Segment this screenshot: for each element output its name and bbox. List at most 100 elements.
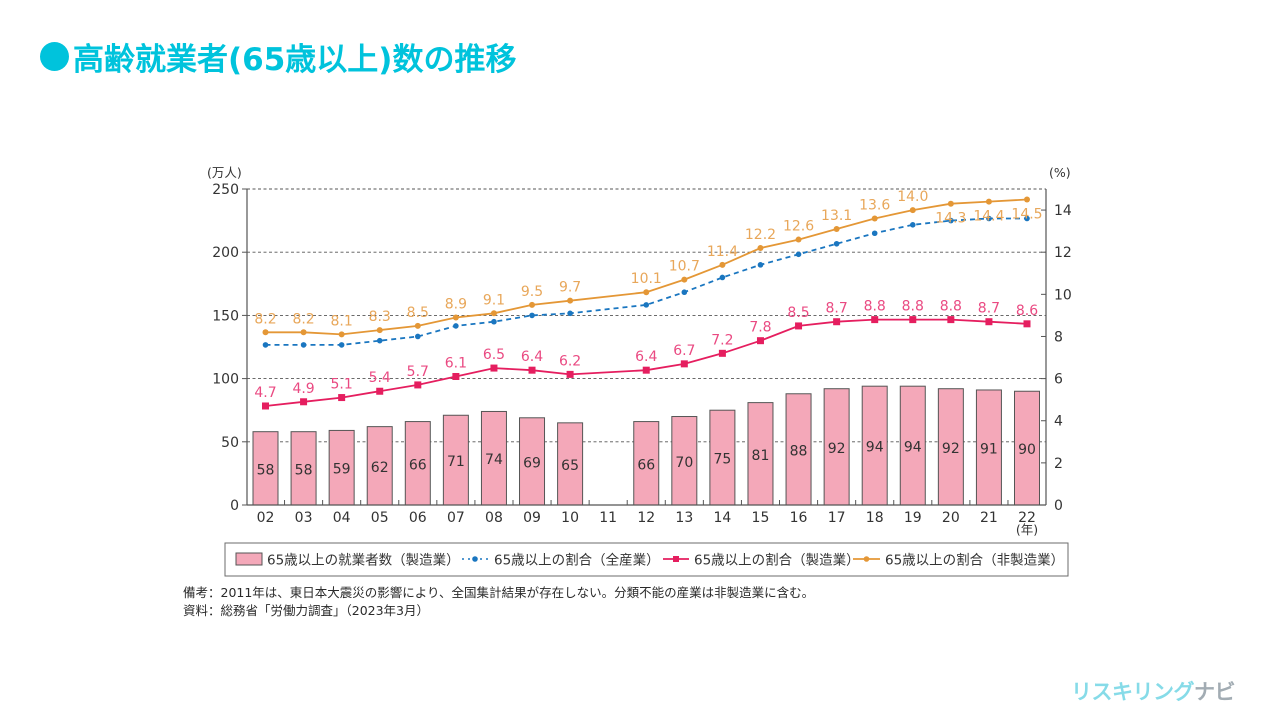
marker-2-13 — [680, 360, 688, 368]
bar-value-label: 65 — [561, 458, 579, 474]
marker-2-18 — [871, 316, 879, 324]
bar-series — [252, 385, 1040, 506]
bar-value-label: 58 — [295, 462, 313, 478]
x-tick-label: 09 — [523, 510, 541, 526]
marker-2-06 — [414, 381, 422, 389]
marker-1-12 — [643, 302, 650, 308]
marker-1-09 — [529, 312, 535, 319]
bar-12 — [633, 421, 660, 506]
bar-value-label: 88 — [790, 443, 808, 459]
marker-2-16 — [795, 322, 803, 330]
marker-2-19 — [909, 316, 917, 324]
y-right-tick-label: 2 — [1054, 456, 1063, 472]
bar-value-label: 71 — [447, 454, 465, 470]
line-value-label: 5.1 — [331, 377, 353, 393]
bar-14 — [709, 409, 736, 506]
marker-1-18 — [871, 230, 878, 237]
bar-09 — [519, 417, 546, 506]
line-value-label: 8.5 — [407, 305, 429, 321]
marker-1-05 — [376, 337, 383, 344]
marker-1-17 — [833, 240, 840, 247]
x-tick-label: 05 — [371, 510, 389, 526]
x-tick-label: 16 — [790, 510, 808, 526]
bar-value-label: 90 — [1018, 442, 1036, 458]
marker-3-08 — [490, 310, 497, 317]
bar-20 — [937, 388, 964, 506]
marker-3-18 — [871, 215, 878, 222]
legend-marker-nonmfg — [863, 556, 870, 562]
line-value-label: 5.4 — [369, 370, 391, 386]
x-tick-label: 20 — [942, 510, 960, 526]
marker-2-22 — [1023, 320, 1031, 328]
line-value-label: 14.5 — [1011, 207, 1042, 223]
line-value-label: 13.1 — [821, 208, 852, 224]
line-series — [262, 196, 1031, 410]
bar-18 — [861, 385, 888, 506]
legend-swatch-bar — [235, 552, 263, 566]
line-value-label: 6.7 — [673, 343, 695, 359]
marker-3-09 — [529, 301, 536, 308]
y-left-axis-title: (万人) — [207, 165, 242, 180]
bar-17 — [823, 388, 850, 506]
line-value-label: 8.8 — [864, 299, 886, 315]
x-tick-label: 03 — [295, 510, 313, 526]
x-tick-label: 02 — [257, 510, 275, 526]
marker-1-02 — [262, 342, 269, 348]
y-left-tick-label: 100 — [212, 372, 239, 388]
marker-3-10 — [567, 297, 574, 304]
marker-1-10 — [567, 310, 573, 317]
x-tick-label: 17 — [828, 510, 846, 526]
x-tick-label: 10 — [561, 510, 579, 526]
legend-marker-mfg — [673, 556, 679, 562]
x-tick-label: 12 — [637, 510, 655, 526]
legend-box — [224, 542, 1069, 577]
note-remarks: 備考：2011年は、東日本大震災の影響により、全国集計結果が存在しない。分類不能… — [183, 585, 815, 600]
bar-value-label: 69 — [523, 455, 541, 471]
line-value-label: 6.1 — [445, 355, 467, 371]
marker-3-19 — [909, 207, 916, 214]
marker-2-07 — [452, 372, 460, 380]
y-left-tick-label: 0 — [230, 498, 239, 514]
line-value-label: 5.7 — [407, 364, 429, 380]
marker-3-21 — [985, 198, 992, 205]
x-tick-label: 18 — [866, 510, 884, 526]
y-left-tick-label: 50 — [221, 435, 239, 451]
line-value-label: 7.8 — [749, 320, 771, 336]
x-axis-title: (年) — [1016, 522, 1038, 537]
x-tick-label: 13 — [675, 510, 693, 526]
marker-3-14 — [719, 261, 726, 268]
marker-1-19 — [909, 222, 916, 228]
marker-1-04 — [338, 342, 345, 348]
bar-value-label: 81 — [752, 448, 770, 464]
bar-10 — [557, 422, 584, 506]
y-right-tick-label: 14 — [1054, 203, 1072, 219]
line-value-label: 8.8 — [940, 299, 962, 315]
marker-1-13 — [681, 289, 688, 296]
bar-value-label: 94 — [866, 440, 884, 456]
bar-21 — [975, 389, 1002, 506]
line-value-label: 6.2 — [559, 353, 581, 369]
bar-04 — [328, 429, 355, 506]
y-right-tick-label: 6 — [1054, 372, 1063, 388]
line-value-label: 8.3 — [369, 309, 391, 325]
marker-3-17 — [833, 226, 840, 233]
marker-2-05 — [376, 387, 384, 395]
marker-3-15 — [757, 244, 764, 251]
line-value-label: 9.5 — [521, 284, 543, 300]
x-tick-label: 11 — [599, 510, 617, 526]
bar-value-label: 91 — [980, 441, 998, 457]
marker-3-05 — [376, 327, 383, 334]
marker-1-08 — [491, 318, 497, 325]
marker-2-08 — [490, 364, 498, 372]
marker-2-12 — [642, 366, 650, 374]
line-value-label: 8.2 — [292, 311, 314, 327]
bar-value-label: 92 — [828, 441, 846, 457]
line-value-label: 7.2 — [711, 332, 733, 348]
x-tick-label: 08 — [485, 510, 503, 526]
y-right-tick-label: 0 — [1054, 498, 1063, 514]
x-tick-label: 15 — [752, 510, 770, 526]
note-source: 資料：総務省「労働力調査」（2023年3月） — [183, 603, 430, 618]
line-1 — [265, 217, 1027, 346]
marker-2-04 — [338, 394, 346, 402]
line-value-label: 4.7 — [254, 385, 276, 401]
